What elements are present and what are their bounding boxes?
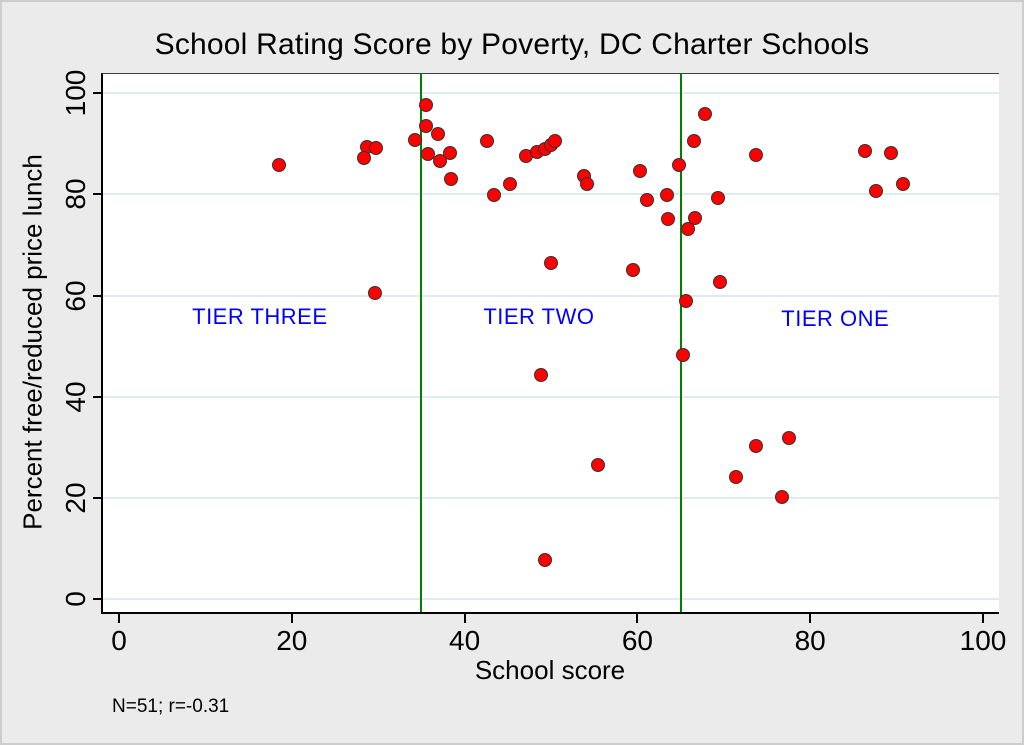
data-point (271, 157, 286, 172)
data-point (486, 188, 501, 203)
y-tick (93, 92, 101, 95)
y-axis-label: Percent free/reduced price lunch (17, 154, 48, 530)
data-point (367, 286, 382, 301)
data-point (678, 293, 693, 308)
y-tick-label: 80 (60, 178, 91, 210)
data-point (748, 147, 763, 162)
tier-label: TIER TWO (483, 304, 595, 330)
data-point (748, 438, 763, 453)
y-tick-label: 60 (60, 279, 91, 312)
gridline (103, 193, 999, 196)
data-point (580, 177, 595, 192)
data-point (681, 222, 696, 237)
plot-area (101, 73, 999, 614)
tier-cutoff-line (679, 74, 682, 612)
data-point (369, 141, 384, 156)
data-point (544, 256, 558, 271)
data-point (357, 151, 372, 166)
x-tick-label: 20 (276, 625, 308, 656)
x-tick-label: 80 (794, 625, 826, 656)
data-point (632, 163, 647, 178)
data-point (781, 430, 796, 445)
data-point (590, 457, 605, 472)
data-point (430, 127, 445, 142)
x-tick (809, 614, 812, 623)
gridline (103, 598, 999, 600)
x-tick-label: 60 (621, 625, 653, 656)
x-tick (636, 614, 639, 623)
tier-label: TIER ONE (781, 305, 890, 331)
tier-cutoff-line (420, 74, 423, 612)
x-axis-label: School score (474, 655, 626, 685)
y-tick (93, 598, 101, 600)
data-point (418, 98, 433, 113)
data-point (857, 143, 872, 158)
data-point (676, 348, 691, 363)
x-tick (290, 614, 293, 623)
data-point (774, 490, 789, 505)
data-point (480, 134, 495, 149)
data-point (883, 146, 898, 161)
gridline (103, 395, 999, 398)
y-tick-label: 0 (60, 591, 91, 607)
data-point (421, 147, 436, 162)
y-tick-label: 20 (60, 482, 91, 514)
data-point (697, 107, 712, 122)
y-tick-label: 100 (60, 69, 91, 117)
data-point (639, 193, 654, 208)
data-point (503, 177, 518, 192)
gridline (103, 294, 999, 297)
data-point (443, 172, 458, 187)
data-point (626, 263, 641, 278)
y-tick-label: 40 (60, 381, 91, 413)
data-point (533, 367, 548, 382)
chart-title: School Rating Score by Poverty, DC Chart… (154, 28, 870, 61)
y-tick (93, 294, 101, 297)
x-tick-label: 100 (959, 625, 1007, 656)
data-point (671, 157, 686, 172)
x-tick (463, 614, 466, 623)
gridline (103, 92, 999, 95)
y-tick (93, 193, 101, 196)
data-point (868, 183, 883, 198)
data-point (686, 133, 701, 148)
data-point (548, 134, 563, 149)
data-point (408, 133, 423, 148)
data-point (660, 211, 675, 226)
data-point (418, 119, 433, 134)
y-tick (93, 496, 101, 499)
data-point (688, 210, 703, 225)
data-point (442, 146, 457, 161)
stats-note: N=51; r=-0.31 (112, 696, 230, 717)
x-tick-label: 40 (449, 625, 481, 656)
data-point (710, 191, 725, 206)
y-tick (93, 395, 101, 398)
x-tick (982, 614, 984, 623)
data-point (537, 553, 552, 568)
data-point (659, 188, 674, 203)
data-point (728, 469, 743, 484)
x-tick (118, 614, 120, 623)
tier-label: TIER THREE (192, 304, 328, 330)
data-point (895, 177, 910, 192)
x-tick-label: 0 (111, 625, 127, 656)
gridline (103, 496, 999, 499)
data-point (713, 275, 728, 290)
